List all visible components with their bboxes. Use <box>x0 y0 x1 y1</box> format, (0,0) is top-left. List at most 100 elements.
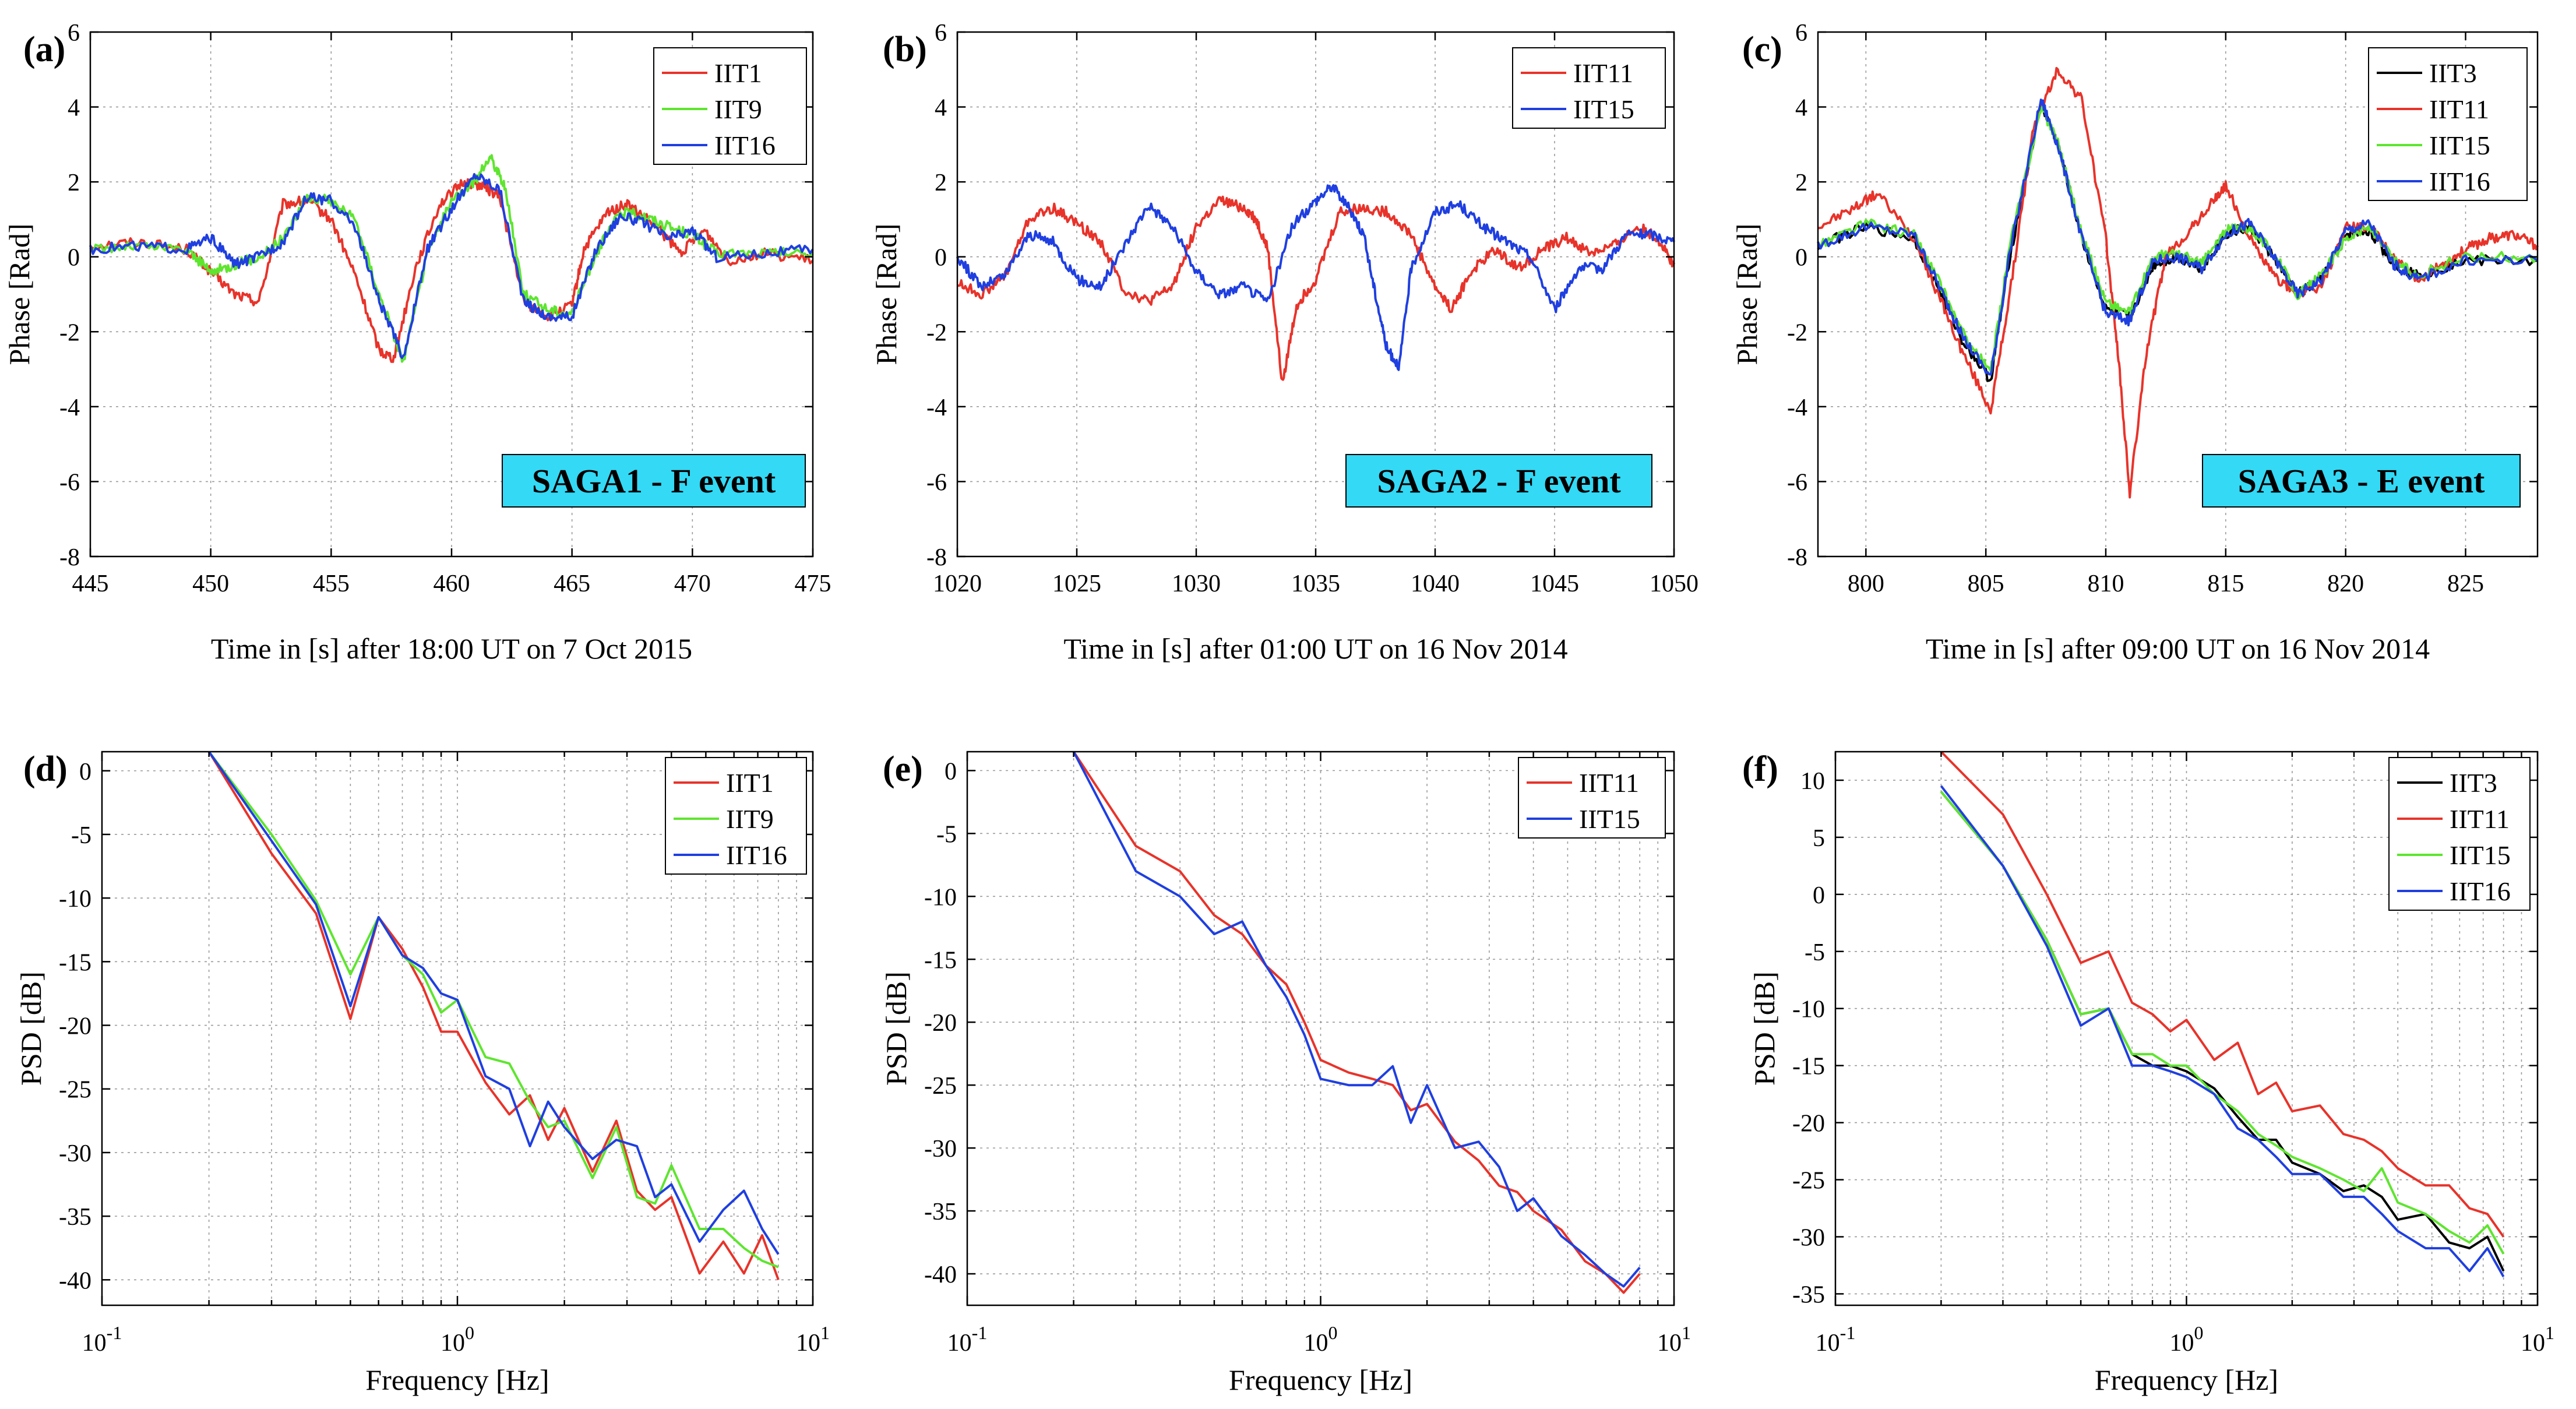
legend-entry: IIT9 <box>714 94 762 124</box>
y-tick-label: -25 <box>924 1073 957 1100</box>
event-annotation: SAGA2 - F event <box>1345 454 1652 508</box>
series-group <box>207 751 780 1280</box>
y-tick-label: -20 <box>59 1013 91 1040</box>
y-tick-label: -10 <box>1792 996 1825 1023</box>
y-tick-label: -15 <box>924 947 957 974</box>
x-tick-label: 100 <box>2170 1322 2204 1357</box>
x-tick-exponent: -1 <box>1840 1322 1856 1343</box>
series-group <box>1072 751 1641 1294</box>
legend: IIT3 IIT11 IIT15 IIT16 <box>2388 757 2531 911</box>
x-tick-label: 101 <box>796 1322 830 1357</box>
axes-frame <box>1817 31 2539 558</box>
x-tick-exponent: -1 <box>107 1322 122 1343</box>
panel-label: (d) <box>23 749 68 789</box>
y-tick-label: -25 <box>59 1077 91 1104</box>
x-axis-label: Time in [s] after 09:00 UT on 16 Nov 201… <box>1926 632 2430 665</box>
legend: IIT1 IIT9 IIT16 <box>653 47 807 165</box>
y-tick-label: -10 <box>924 884 957 911</box>
legend-entry: IIT16 <box>2429 167 2490 196</box>
y-axis-label: PSD [dB] <box>1748 971 1781 1086</box>
x-tick-label: 800 <box>1848 570 1884 597</box>
x-tick-label: 1045 <box>1530 570 1579 597</box>
event-annotation: SAGA3 - E event <box>2202 454 2521 508</box>
legend-entry: IIT16 <box>714 131 776 160</box>
x-tick-label: 1030 <box>1172 570 1221 597</box>
panel-d: 10-1 100 1010-5-10-15-20-25-30-35-40Freque… <box>15 749 830 1396</box>
series-line-iit15 <box>956 184 1675 371</box>
panel-f: 10-1 100 1011050-5-10-15-20-25-30-35Freque… <box>1742 749 2554 1396</box>
y-tick-label: -35 <box>1792 1281 1825 1308</box>
y-tick-label: 0 <box>1795 245 1807 272</box>
y-tick-label: 2 <box>1795 170 1807 196</box>
series-line-iit15 <box>1072 751 1641 1288</box>
x-tick-label: 101 <box>2521 1322 2554 1357</box>
x-tick-label: 10-1 <box>947 1322 988 1357</box>
x-tick-exponent: 0 <box>2194 1322 2204 1343</box>
legend-entry: IIT11 <box>1579 768 1639 798</box>
grid <box>102 752 813 1305</box>
y-tick-label: -25 <box>1792 1168 1825 1195</box>
series-line-iit11 <box>957 195 1675 381</box>
y-axis-label: PSD [dB] <box>880 971 912 1086</box>
panel-label: (e) <box>883 749 923 789</box>
y-tick-label: -30 <box>924 1136 957 1163</box>
y-tick-label: 0 <box>1813 882 1825 909</box>
y-tick-label: -2 <box>926 319 947 346</box>
annotation-box <box>1345 454 1652 508</box>
legend-entry: IIT16 <box>726 840 787 870</box>
series-line-iit16 <box>207 751 780 1255</box>
x-axis-label: Frequency [Hz] <box>365 1364 549 1396</box>
y-tick-label: -40 <box>59 1267 91 1294</box>
legend-entry: IIT9 <box>726 804 774 834</box>
ticks <box>101 752 814 1305</box>
y-tick-label: -20 <box>924 1010 957 1037</box>
y-tick-label: 5 <box>1813 825 1825 852</box>
series-line-iit15 <box>1817 106 2539 372</box>
ticks <box>966 752 1675 1305</box>
series-group <box>89 154 814 363</box>
series-line-iit16 <box>1817 98 2539 376</box>
x-tick-label: 825 <box>2447 570 2484 597</box>
y-tick-label: -6 <box>926 469 947 496</box>
grid <box>1835 752 2538 1305</box>
y-tick-label: -5 <box>936 821 957 848</box>
x-tick-exponent: 1 <box>2545 1322 2554 1343</box>
y-tick-label: -15 <box>59 949 91 976</box>
x-axis-label: Frequency [Hz] <box>2095 1364 2278 1396</box>
x-tick-label: 455 <box>313 570 350 597</box>
y-tick-label: -6 <box>1787 469 1807 496</box>
legend: IIT11 IIT15 <box>1518 757 1666 839</box>
panel-label: (b) <box>883 30 927 69</box>
x-tick-exponent: 0 <box>465 1322 474 1343</box>
series-line-iit15 <box>1940 791 2505 1255</box>
x-tick-label: 810 <box>2088 570 2124 597</box>
x-tick-label: 1050 <box>1650 570 1698 597</box>
legend-entry: IIT1 <box>726 768 774 798</box>
x-axis-label: Frequency [Hz] <box>1229 1364 1412 1396</box>
grid <box>967 752 1674 1305</box>
panel-a: 445 450 455 460 465 470 475 -8 -6 -4 -2 0 2 4 6 Time in… <box>3 20 831 665</box>
panel-label: (a) <box>23 30 65 69</box>
y-tick-label: 0 <box>79 759 91 785</box>
event-annotation: SAGA1 - F event <box>502 454 806 508</box>
annotation-box <box>2202 454 2521 508</box>
x-axis-label: Time in [s] after 18:00 UT on 7 Oct 2015 <box>211 632 692 665</box>
y-tick-label: -15 <box>1792 1054 1825 1080</box>
y-tick-label: -4 <box>926 394 947 421</box>
x-tick-label: 465 <box>554 570 590 597</box>
x-tick-exponent: 1 <box>1682 1322 1691 1343</box>
y-axis-label: Phase [Rad] <box>1731 224 1763 365</box>
y-tick-label: -10 <box>59 886 91 913</box>
ticks <box>1818 31 2538 558</box>
series-line-iit1 <box>89 178 814 363</box>
legend-entry: IIT11 <box>1573 58 1633 88</box>
x-tick-label: 820 <box>2327 570 2364 597</box>
series-line-iit9 <box>208 751 779 1269</box>
x-tick-label: 100 <box>1304 1322 1338 1357</box>
y-axis-label: Phase [Rad] <box>870 224 903 365</box>
legend-entry: IIT11 <box>2429 94 2489 124</box>
y-tick-label: -5 <box>1805 939 1825 966</box>
x-tick-exponent: 0 <box>1328 1322 1338 1343</box>
series-group <box>1817 66 2539 499</box>
